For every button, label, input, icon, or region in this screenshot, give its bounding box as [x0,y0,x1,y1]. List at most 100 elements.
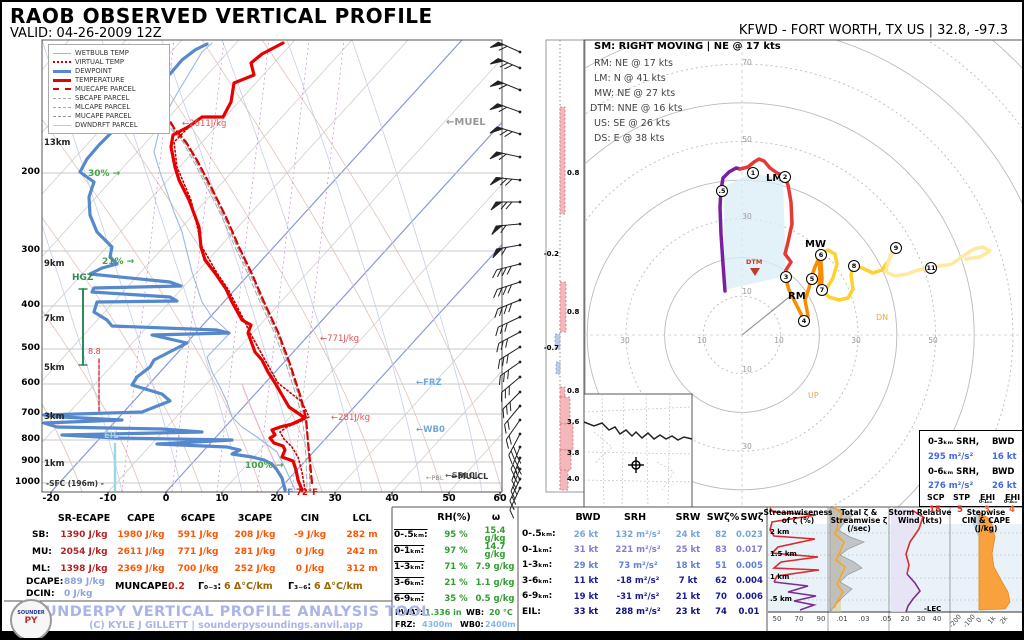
ring-label: 10 [697,336,707,345]
page-title: RAOB OBSERVED VERTICAL PROFILE [10,4,433,28]
rh-annotation-30: 30% → [88,169,121,179]
ring-label: 30 [742,212,752,221]
table-value: 0.005 [736,560,763,571]
panel-a-tick: 70 [794,615,804,623]
ring-label: 30 [742,442,752,451]
row-label: 0-.5ₖₘ: [394,529,428,540]
table-value: 18 kt [675,560,701,571]
hodo-km-marker: 2 [779,171,791,183]
pwat-value: 1.336 in [425,608,462,617]
cape3-label: ←281J/kg [331,413,371,423]
legend-label: WETBULB TEMP [75,49,129,57]
temp-tick: 20 [270,493,284,504]
panel-d-title2: CIN & CAPE [961,516,1011,525]
sounderpy-logo: SOUNDER PY [10,599,52,638]
table-value: 0 J/kg [295,547,325,557]
col-header: LCL [352,512,372,524]
frz-height-label: FRZ: [395,620,416,629]
figure-bottom-border [2,631,1022,638]
table-value: 82 [715,529,727,540]
row-label: 0-1ₖₘ: [394,545,425,556]
col-header: 6CAPE [180,512,216,524]
panel-a-height-label: .5 km [770,595,792,603]
legend-label: MLCAPE PARCEL [75,103,131,111]
storm-motion-header: SM: RIGHT MOVING | NE @ 17 kts [594,41,781,52]
pressure-tick: 900 [21,456,40,466]
mini-panels [768,506,1022,631]
hodograph-stats-box: 0-3ₖₘ SRH, BWD 295 m²/s² 16 kt 0-6ₖₘ SRH… [919,430,1022,514]
ehi01-sub: 0-1ₖₘ [979,500,993,505]
table-value: 19 kt [573,591,599,602]
table-value: 7 kt [678,576,698,586]
legend-label: SBCAPE PARCEL [75,94,130,102]
thermodynamics-table: SR-ECAPE CAPE 6CAPE 3CAPE CIN LCL SB: 13… [32,510,388,578]
srw-curve-lower [905,573,921,613]
surface-temp-f: 72°F [296,488,318,498]
muncape-label: MUNCAPE: [115,581,172,592]
dtm-point-label: DTM [746,258,763,266]
legend-label: MUCAPE PARCEL [75,112,132,120]
streamwiseness-curve-lower [773,581,817,611]
height-label: 9km [44,259,65,269]
vector-rm: RM: NE @ 17 kts [594,58,673,69]
omega-value: 15.4 g/kg [484,525,506,544]
panel-d-title: Stepwise [966,508,1006,517]
table-value: 51 [715,560,727,571]
footer-tool-name: SOUNDERPY VERTICAL PROFILE ANALYSIS TOOL [21,604,431,620]
panel-a-tick: 50 [772,615,782,623]
table-value: 33 kt [573,607,599,617]
row-label: ML: [32,564,51,574]
advection-strip [545,39,586,493]
table-value: 1398 J/kg [60,564,108,574]
ehi03-sub: 0-3ₖₘ [1004,500,1018,505]
vector-dtm: DTM: NNE @ 16 kts [590,103,683,114]
advection-value: 0.8 [567,169,580,177]
srh03-header: 0-3ₖₘ SRH, [928,437,980,447]
temperature-curve [169,41,307,492]
row-label: 0-1ₖₘ: [522,544,553,555]
mw-point-label: MW [805,239,826,250]
frz-height-value: 4300m [422,620,453,629]
table-value: 0.004 [736,576,763,586]
rh-header: RH(%) [437,512,471,523]
omega-value: 7.9 g/kg [475,561,515,572]
rh-value: 71 % [444,561,468,572]
row-label: 1-3ₖₘ: [522,560,553,571]
hodo-km-marker: 6 [815,249,827,261]
pbl-label: ←PBL [426,474,444,482]
panel-a-title2: of ζ (%) [781,516,815,525]
bwd-header: BWD [575,512,601,523]
bwd06-header: BWD [992,467,1015,477]
rh-value: 21 % [444,577,468,588]
hodo-km-marker: 5 [806,273,818,285]
pressure-tick: 600 [21,378,40,388]
table-value: 2369 J/kg [117,564,165,574]
streamwise-vorticity-curve [833,506,846,609]
row-label: MU: [32,547,52,557]
table-value: 208 J/kg [234,530,276,540]
pressure-tick: 300 [21,245,40,255]
bwd06-value: 26 kt [992,481,1017,491]
table-value: 221 m²/s² [615,545,661,555]
srh06-header: 0-6ₖₘ SRH, [928,467,980,477]
stp-header: STP [953,493,971,502]
hodo-trace-9-12km [884,245,992,278]
table-value: -9 J/kg [293,530,327,540]
panel-a-height-label: 1 km [770,573,790,581]
table-value: 132 m²/s² [615,529,661,540]
advection-value: 4.0 [567,475,580,483]
dcape-label: DCAPE: [26,577,64,587]
bwd03-value: 16 kt [992,452,1017,462]
frz-label: ←FRZ [416,378,442,388]
rh-value: 95 % [444,529,468,540]
row-label: 6-9ₖₘ: [522,591,553,602]
lapse03-value: 6 Δ°C/km [224,581,273,592]
muel-label: ←MUEL [446,117,486,128]
dgz-value-label: 8.8 [88,347,101,356]
temp-tick: 60 [493,493,507,504]
advection-value: 3.6 [567,418,580,426]
temp-tick: 40 [385,493,399,504]
hgz-layer-line [78,288,88,366]
row-label: EIL: [522,606,541,617]
advection-value: 0.8 [567,387,580,395]
